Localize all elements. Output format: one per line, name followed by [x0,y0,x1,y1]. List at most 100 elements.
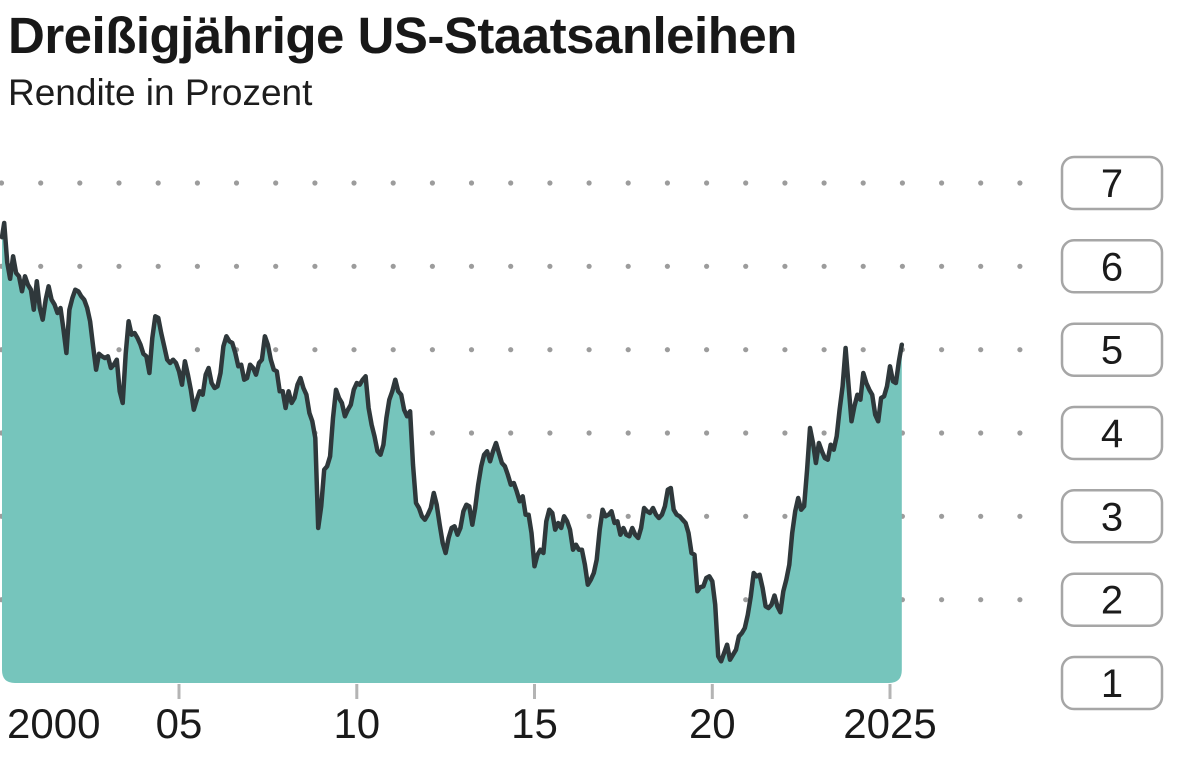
yield-line [0,220,905,664]
grid-dot [547,180,553,186]
grid-dot [939,180,945,186]
grid-dot [312,263,318,269]
grid-dot [899,263,906,269]
grid-dot [939,430,945,436]
grid-dot [77,180,83,186]
grid-dot [625,513,631,519]
grid-dot [390,347,396,353]
grid-dot [586,347,592,353]
grid-dot [782,347,788,353]
grid-dot [743,263,749,269]
grid-dot [273,263,279,269]
grid-dot [547,430,553,436]
grid-dot [743,430,749,436]
grid-dot [468,180,475,186]
grid-dot [233,263,240,269]
y-axis-label-boxes: 7 6 5 4 3 2 1 [1060,155,1164,711]
grid-dot [429,430,435,436]
grid-dot [1017,180,1023,186]
grid-dot [194,180,200,186]
grid-dot [429,347,435,353]
grid-dot [116,263,122,269]
grid-dot [1017,347,1023,353]
grid-dot [664,430,671,436]
grid-dot [116,347,122,353]
grid-dot [939,597,945,603]
grid-dot [704,513,710,519]
grid-dot [899,180,906,186]
grid-dot [468,347,475,353]
y-axis-label-box: 5 [1060,322,1164,377]
grid-dot [704,430,710,436]
grid-dot [625,263,631,269]
x-axis-label: 2000 [7,700,100,747]
grid-dot [782,430,788,436]
grid-dot [38,180,44,186]
y-axis-label-box: 7 [1060,155,1164,211]
y-axis-box-frame [1060,572,1164,627]
grid-dot [116,180,122,186]
grid-dot [194,263,200,269]
grid-dot [38,263,44,269]
grid-dot [743,180,749,186]
y-axis-box-frame [1060,655,1164,711]
grid-dot [0,180,5,186]
grid-dot [312,347,318,353]
grid-dot [547,263,553,269]
grid-dot [390,263,396,269]
grid-dot [508,263,514,269]
grid-dot [1017,513,1023,519]
grid-dot [860,180,866,186]
grid-dot [978,180,984,186]
y-axis-box-frame [1060,155,1164,211]
grid-dot [586,430,592,436]
y-axis-label-box: 1 [1060,655,1164,711]
grid-dot [939,347,945,353]
y-axis-box-frame [1060,489,1164,544]
y-axis-box-frame [1060,405,1164,461]
grid-dot [743,347,749,353]
grid-dot [586,180,592,186]
grid-dot [664,347,671,353]
grid-dot [1017,430,1023,436]
grid-dot [782,180,788,186]
y-axis-box-frame [1060,322,1164,377]
grid-dot [429,180,435,186]
grid-dot [508,430,514,436]
yield-area-fill [2,223,902,683]
grid-dot [194,347,200,353]
grid-dot [155,180,161,186]
grid-dot [939,263,945,269]
grid-dot [273,347,279,353]
y-axis-box-value: 6 [1101,245,1123,289]
grid-dot [468,263,475,269]
grid-dot [508,347,514,353]
grid-dot [351,180,357,186]
grid-dot [782,263,788,269]
grid-dot [1017,597,1023,603]
grid-dot [939,513,945,519]
chart-title: Dreißigjährige US-Staatsanleihen [8,7,797,64]
y-axis-box-value: 1 [1101,662,1123,706]
y-axis-label-box: 2 [1060,572,1164,627]
grid-dot [625,180,631,186]
grid-dot [978,430,984,436]
y-axis-box-frame [1060,239,1164,294]
grid-dot [860,347,866,353]
grid-dot [625,430,631,436]
grid-dot [978,597,984,603]
grid-dot [860,263,866,269]
grid-dot [743,597,749,603]
grid-dot [155,263,161,269]
grid-dot [625,347,631,353]
grid-dot [429,263,435,269]
grid-dot [821,180,827,186]
x-axis-label: 15 [511,700,558,747]
grid-dot [586,263,592,269]
grid-dot [743,513,749,519]
grid-dot [704,347,710,353]
y-axis-box-value: 2 [1101,579,1123,623]
x-axis-label: 20 [689,700,736,747]
grid-dot [664,180,671,186]
